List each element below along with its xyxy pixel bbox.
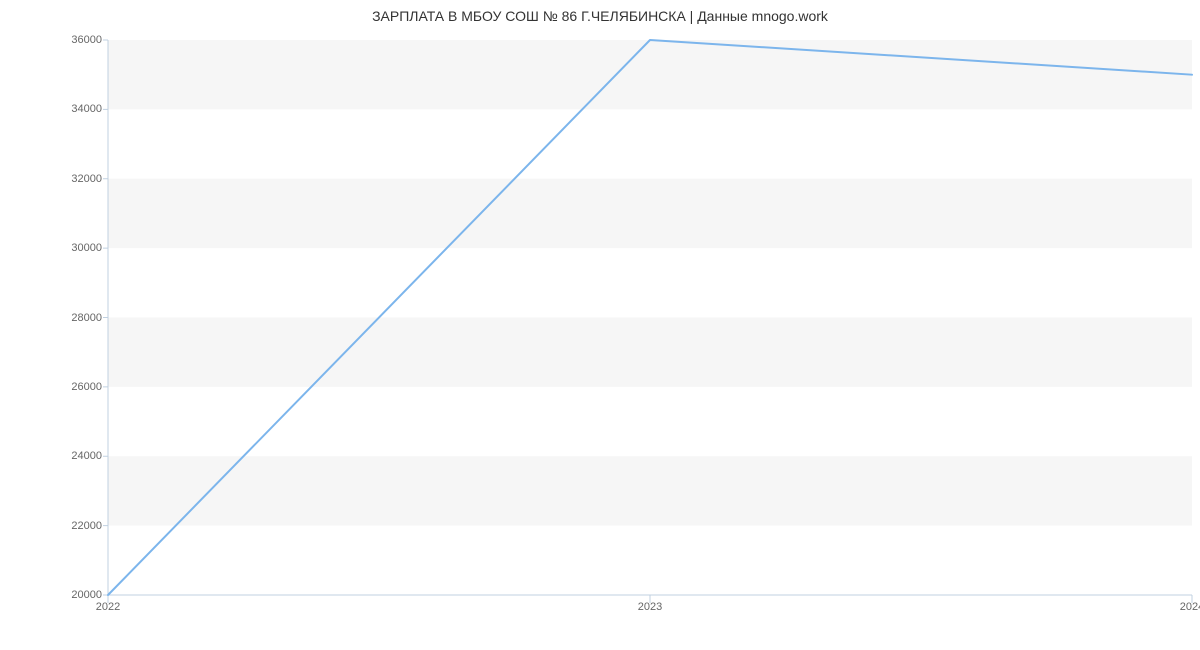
y-tick-label: 24000 [71, 450, 102, 462]
y-tick-label: 34000 [71, 103, 102, 115]
y-tick-label: 20000 [71, 589, 102, 601]
salary-line-chart: ЗАРПЛАТА В МБОУ СОШ № 86 Г.ЧЕЛЯБИНСКА | … [0, 0, 1200, 650]
y-tick-label: 32000 [71, 173, 102, 185]
y-tick-label: 28000 [71, 312, 102, 324]
x-tick-label: 2023 [638, 601, 662, 613]
plot-svg [108, 40, 1192, 595]
chart-title: ЗАРПЛАТА В МБОУ СОШ № 86 Г.ЧЕЛЯБИНСКА | … [0, 8, 1200, 24]
y-tick-label: 36000 [71, 34, 102, 46]
x-tick-label: 2022 [96, 601, 120, 613]
plot-area: 2000022000240002600028000300003200034000… [108, 40, 1192, 595]
y-tick-label: 22000 [71, 520, 102, 532]
y-tick-label: 30000 [71, 242, 102, 254]
y-tick-label: 26000 [71, 381, 102, 393]
x-tick-label: 2024 [1180, 601, 1200, 613]
